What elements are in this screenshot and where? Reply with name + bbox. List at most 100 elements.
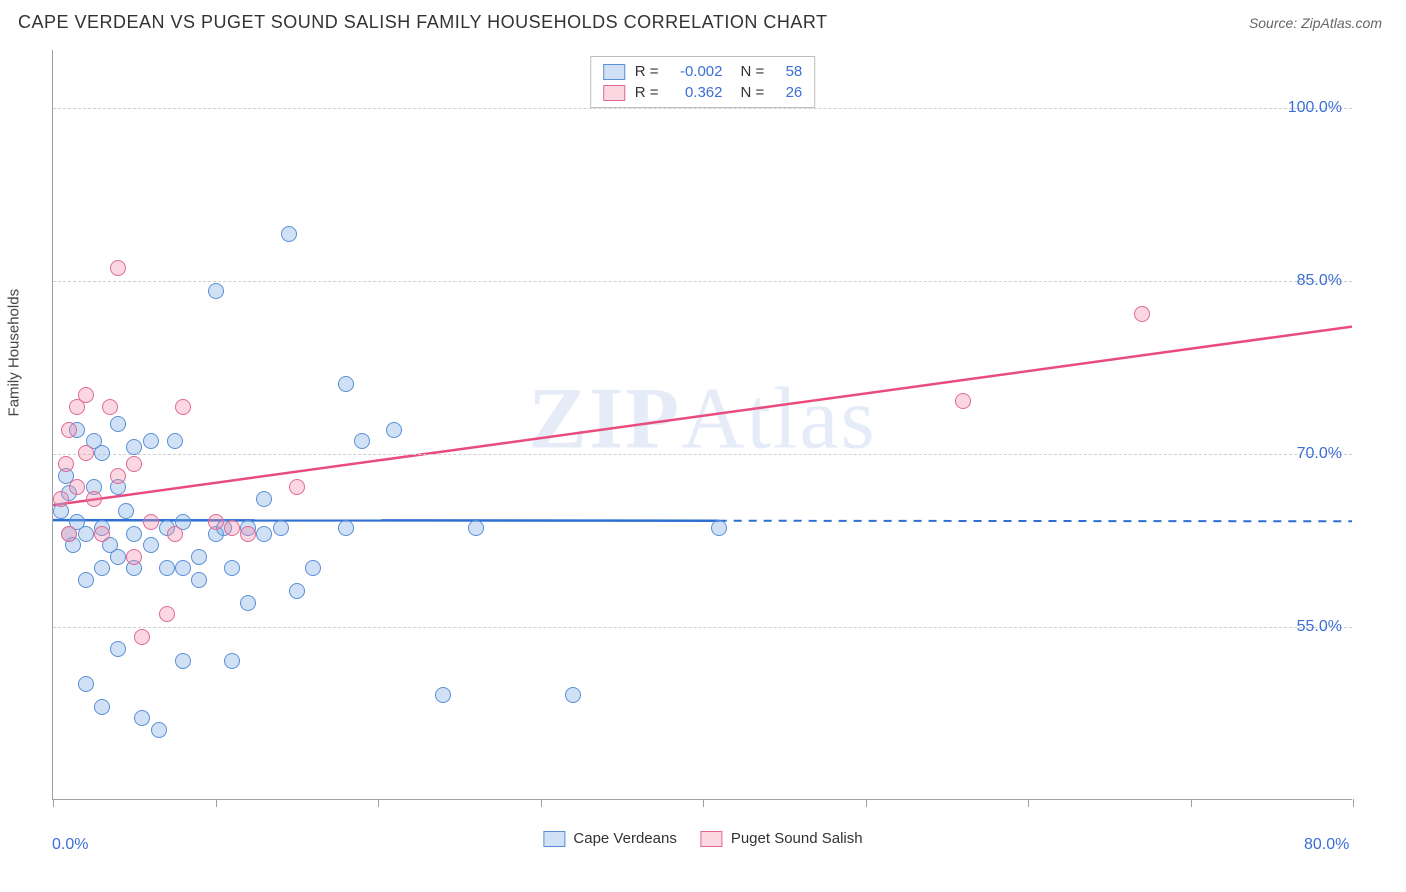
data-point [281,226,297,242]
chart-title: CAPE VERDEAN VS PUGET SOUND SALISH FAMIL… [18,12,828,33]
data-point [435,687,451,703]
x-tick [53,799,54,807]
n-label: N = [741,84,765,101]
data-point [94,560,110,576]
data-point [110,260,126,276]
data-point [175,399,191,415]
x-tick-label: 0.0% [52,836,88,854]
data-point [102,399,118,415]
gridline-h [53,454,1352,455]
data-point [86,491,102,507]
y-tick-label: 70.0% [1297,445,1342,463]
data-point [167,526,183,542]
data-point [53,491,69,507]
data-point [711,520,727,536]
data-point [151,722,167,738]
data-point [78,387,94,403]
data-point [134,629,150,645]
data-point [61,422,77,438]
gridline-h [53,627,1352,628]
data-point [289,479,305,495]
footer-legend: Cape Verdeans Puget Sound Salish [543,830,862,847]
y-tick-label: 85.0% [1297,272,1342,290]
data-point [94,445,110,461]
x-tick [1353,799,1354,807]
legend-swatch [603,85,625,101]
data-point [240,526,256,542]
data-point [78,526,94,542]
data-point [338,520,354,536]
data-point [78,445,94,461]
legend-label: Cape Verdeans [573,830,676,847]
data-point [338,376,354,392]
legend-swatch [543,831,565,847]
legend-swatch [603,64,625,80]
data-point [110,416,126,432]
data-point [955,393,971,409]
y-tick-label: 100.0% [1288,99,1342,117]
legend-swatch [701,831,723,847]
data-point [94,699,110,715]
n-label: N = [741,63,765,80]
data-point [110,468,126,484]
stats-legend-box: R =-0.002N =58R =0.362N =26 [590,56,816,108]
x-tick [1191,799,1192,807]
data-point [224,560,240,576]
gridline-h [53,108,1352,109]
legend-item: Cape Verdeans [543,830,676,847]
data-point [240,595,256,611]
x-tick [1028,799,1029,807]
data-point [94,526,110,542]
data-point [110,641,126,657]
data-point [118,503,134,519]
scatter-plot: ZIPAtlas R =-0.002N =58R =0.362N =26 55.… [52,50,1352,800]
data-point [305,560,321,576]
data-point [191,572,207,588]
data-point [1134,306,1150,322]
y-axis-label: Family Households [6,289,23,417]
header: CAPE VERDEAN VS PUGET SOUND SALISH FAMIL… [0,0,1406,41]
data-point [354,433,370,449]
data-point [78,572,94,588]
r-label: R = [635,63,659,80]
data-point [224,520,240,536]
data-point [175,653,191,669]
gridline-h [53,281,1352,282]
data-point [110,549,126,565]
r-value: 0.362 [669,84,723,101]
data-point [224,653,240,669]
data-point [143,433,159,449]
y-tick-label: 55.0% [1297,618,1342,636]
x-tick [703,799,704,807]
watermark-bold: ZIP [528,370,681,467]
data-point [191,549,207,565]
data-point [256,526,272,542]
source-attribution: Source: ZipAtlas.com [1249,15,1382,31]
data-point [175,560,191,576]
data-point [167,433,183,449]
data-point [134,710,150,726]
data-point [468,520,484,536]
data-point [273,520,289,536]
chart-container: Family Households ZIPAtlas R =-0.002N =5… [18,44,1388,874]
data-point [159,560,175,576]
data-point [143,514,159,530]
data-point [289,583,305,599]
n-value: 26 [774,84,802,101]
data-point [126,549,142,565]
data-point [61,526,77,542]
data-point [159,606,175,622]
trend-lines-layer [53,50,1352,799]
data-point [58,456,74,472]
data-point [208,283,224,299]
x-tick [378,799,379,807]
data-point [256,491,272,507]
data-point [208,514,224,530]
stats-row: R =-0.002N =58 [603,61,803,82]
data-point [143,537,159,553]
legend-label: Puget Sound Salish [731,830,863,847]
r-value: -0.002 [669,63,723,80]
data-point [126,526,142,542]
data-point [78,676,94,692]
data-point [386,422,402,438]
